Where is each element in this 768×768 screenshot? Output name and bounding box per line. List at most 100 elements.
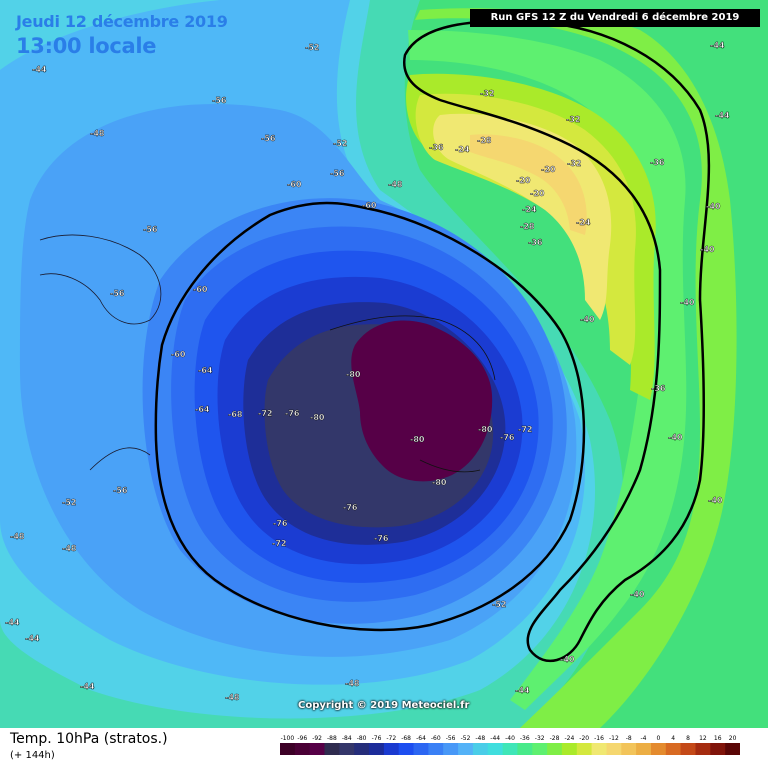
label-minus60-d: -60: [362, 201, 377, 210]
scale-swatch: [324, 743, 340, 755]
label-minus40-e: -40: [668, 433, 683, 442]
label-minus80-east: -80: [478, 425, 493, 434]
scale-tick-label: -32: [535, 735, 545, 742]
zone-minus36: [408, 30, 687, 710]
label-minus80-west: -80: [310, 413, 325, 422]
label-minus20-b: -20: [530, 189, 545, 198]
scale-swatch: [547, 743, 563, 755]
scale-swatch: [443, 743, 459, 755]
scale-swatch: [280, 743, 296, 755]
legend-footer: Temp. 10hPa (stratos.) (+ 144h) -100 -96-…: [0, 728, 768, 768]
scale-tick-label: -100: [281, 735, 295, 742]
label-minus40-f: -40: [708, 496, 723, 505]
label-minus32-c: -32: [567, 159, 581, 168]
scale-swatch: [710, 743, 726, 755]
scale-tick-label: -88: [327, 735, 337, 742]
scale-swatch: [680, 743, 696, 755]
scale-swatch: [487, 743, 503, 755]
scale-swatch: [636, 743, 652, 755]
coastline-north-america: [39, 234, 162, 471]
scale-tick-label: 20: [729, 735, 737, 742]
scale-swatch: [413, 743, 429, 755]
scale-tick-label: -8: [626, 735, 632, 742]
scale-swatch: [472, 743, 489, 755]
scale-tick-label: -12: [609, 735, 619, 742]
label-minus56-d: -56: [113, 486, 128, 495]
scale-swatch: [695, 743, 711, 755]
label-minus60-b: -60: [193, 285, 208, 294]
label-minus44-b: -44: [5, 618, 20, 627]
label-minus40-b: -40: [700, 245, 715, 254]
scale-tick-label: -68: [401, 735, 411, 742]
label-minus40-d: -40: [580, 315, 595, 324]
scale-tick-label: -48: [475, 735, 485, 742]
scale-tick-label: -4: [641, 735, 647, 742]
label-minus80-south: -80: [432, 478, 447, 487]
label-minus76-south: -76: [343, 503, 358, 512]
label-minus36-a: -36: [650, 158, 665, 167]
scale-swatch: [369, 743, 385, 755]
label-minus72-south: -72: [272, 539, 286, 548]
scale-tick-label: -36: [520, 735, 530, 742]
label-minus40-h: -40: [560, 655, 575, 664]
label-minus44-e: -44: [710, 41, 725, 50]
scale-tick-label: -16: [594, 735, 604, 742]
label-minus40-a: -40: [706, 202, 721, 211]
scale-swatch: [665, 743, 682, 755]
scale-swatch: [502, 743, 518, 755]
scale-swatch: [294, 743, 311, 755]
copyright-notice: Copyright © 2019 Meteociel.fr: [298, 700, 470, 711]
label-minus32-b: -32: [566, 115, 580, 124]
label-minus56-a: -56: [212, 96, 227, 105]
label-minus72-east: -72: [518, 425, 532, 434]
label-minus64-a: -64: [198, 366, 213, 375]
temperature-map: -80 -80 -80 -80 -80 -76 -76 -76 -76 -76 …: [0, 0, 768, 728]
label-minus40-c: -40: [680, 298, 695, 307]
scale-tick-label: -84: [342, 735, 352, 742]
scale-tick-label: -64: [416, 735, 426, 742]
scale-tick-label: 4: [671, 735, 675, 742]
scale-swatch: [383, 743, 400, 755]
label-minus76-se: -76: [374, 534, 389, 543]
scale-tick-label: -96: [297, 735, 307, 742]
label-minus36-b: -36: [651, 384, 666, 393]
label-minus56-f: -56: [330, 169, 345, 178]
scale-tick-label: 8: [686, 735, 690, 742]
label-minus76-east: -76: [500, 433, 515, 442]
label-minus52-c: -52: [492, 600, 506, 609]
scale-tick-label: -72: [386, 735, 396, 742]
label-minus56-c: -56: [143, 225, 158, 234]
label-minus60-a: -60: [171, 350, 186, 359]
label-minus80-north: -80: [346, 370, 361, 379]
label-minus44-d: -44: [80, 682, 95, 691]
label-minus44-f: -44: [715, 111, 730, 120]
label-minus56-e: -56: [110, 289, 125, 298]
label-minus52-a: -52: [305, 43, 319, 52]
label-minus72-west: -72: [258, 409, 272, 418]
scale-swatch: [725, 743, 740, 755]
label-minus44-a: -44: [32, 65, 47, 74]
scale-tick-label: -56: [446, 735, 456, 742]
contour-minus60: [154, 201, 586, 632]
scale-swatch: [621, 743, 637, 755]
label-minus32-a: -32: [480, 89, 494, 98]
label-minus36-d: -36: [429, 143, 444, 152]
scale-swatch: [339, 743, 355, 755]
scale-tick-label: -52: [461, 735, 471, 742]
label-minus20-a: -20: [516, 176, 531, 185]
scale-tick-label: 0: [656, 735, 660, 742]
scale-swatch: [458, 743, 474, 755]
scale-tick-label: 12: [699, 735, 707, 742]
scale-tick-label: -76: [372, 735, 382, 742]
label-minus20-c: -20: [541, 165, 556, 174]
label-minus48-e: -48: [225, 693, 240, 702]
scale-tick-label: -28: [550, 735, 560, 742]
forecast-date: Jeudi 12 décembre 2019: [16, 12, 228, 31]
label-minus52-d: -52: [333, 139, 347, 148]
label-minus40-g: -40: [630, 590, 645, 599]
scale-swatch: [651, 743, 667, 755]
coastline-eurasia: [329, 315, 496, 473]
legend-title: Temp. 10hPa (stratos.): [10, 731, 168, 747]
scale-tick-label: -24: [564, 735, 574, 742]
